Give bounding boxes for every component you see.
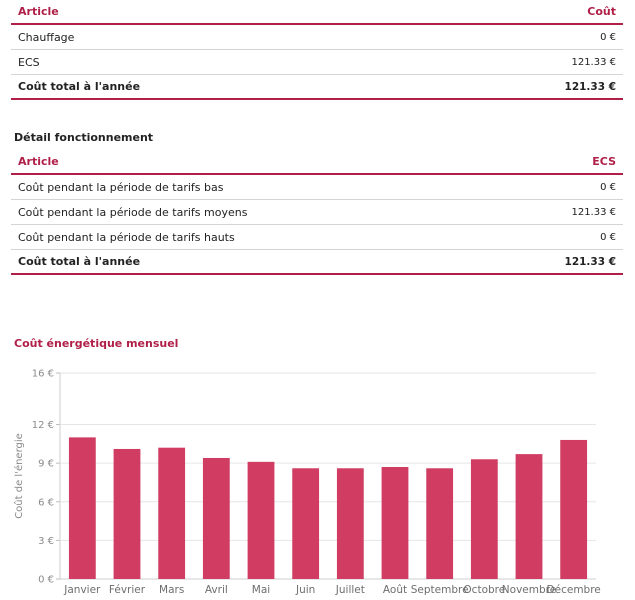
bar <box>113 448 141 579</box>
bar <box>68 437 96 579</box>
table-total-row: Coût total à l'année 121.33 € <box>11 75 623 100</box>
y-tick-label: 0 € <box>38 575 54 586</box>
x-tick-label: Février <box>109 584 146 596</box>
x-tick-label: Avril <box>205 584 228 596</box>
row-label: Coût pendant la période de tarifs bas <box>18 180 224 194</box>
y-tick-label: 16 € <box>32 369 54 380</box>
x-tick-label: Mai <box>252 584 270 596</box>
monthly-cost-chart: 0 € 3 € 6 € 9 € 12 € 16 € Coût de l'énergie Jan… <box>13 369 601 597</box>
table-total-row: Coût total à l'année 121.33 € <box>11 250 623 275</box>
bar <box>202 457 230 579</box>
row-value: 0 € <box>600 181 616 193</box>
x-tick-label: Août <box>383 584 407 596</box>
y-tick-label: 12 € <box>32 420 54 431</box>
operation-detail-table: Article ECS Coût pendant la période de t… <box>11 150 623 275</box>
table-row: ECS 121.33 € <box>11 50 623 75</box>
x-tick-label: Décembre <box>547 584 601 596</box>
table-row: Coût pendant la période de tarifs hauts … <box>11 225 623 250</box>
x-tick-label: Mars <box>159 584 184 596</box>
bar <box>292 468 320 579</box>
bar <box>158 447 186 579</box>
row-value: 121.33 € <box>571 206 616 218</box>
total-value: 121.33 € <box>564 255 616 268</box>
table-header: Article ECS <box>11 150 623 175</box>
y-axis-label: Coût de l'énergie <box>13 433 25 519</box>
y-tick-label: 6 € <box>38 497 54 508</box>
header-article: Article <box>18 5 59 18</box>
x-tick-label: Novembre <box>502 584 556 596</box>
total-value: 121.33 € <box>564 80 616 93</box>
table-header: Article Coût <box>11 0 623 25</box>
x-tick-label: Octobre <box>463 584 505 596</box>
chart-title: Coût énergétique mensuel <box>14 337 179 350</box>
x-tick-label: Juillet <box>335 584 365 596</box>
bar <box>381 466 409 579</box>
y-tick-label: 9 € <box>38 459 54 470</box>
x-tick-label: Janvier <box>63 584 101 596</box>
bar <box>336 468 364 579</box>
table-row: Coût pendant la période de tarifs bas 0 … <box>11 175 623 200</box>
row-value: 0 € <box>600 231 616 243</box>
header-ecs: ECS <box>592 155 616 168</box>
row-label: Chauffage <box>18 30 75 44</box>
bar <box>247 461 275 579</box>
row-value: 0 € <box>600 31 616 43</box>
x-tick-label: Septembre <box>411 584 469 596</box>
row-label: Coût pendant la période de tarifs hauts <box>18 230 235 244</box>
total-label: Coût total à l'année <box>18 80 141 93</box>
cost-summary-table: Article Coût Chauffage 0 € ECS 121.33 € … <box>11 0 623 100</box>
y-tick-label: 3 € <box>38 536 54 547</box>
row-value: 121.33 € <box>571 56 616 68</box>
x-tick-label: Juin <box>295 584 315 596</box>
table-row: Coût pendant la période de tarifs moyens… <box>11 200 623 225</box>
bar <box>426 468 454 579</box>
bar <box>470 459 498 579</box>
header-article: Article <box>18 155 59 168</box>
bar <box>515 454 543 579</box>
row-label: Coût pendant la période de tarifs moyens <box>18 205 248 219</box>
row-label: ECS <box>18 55 40 69</box>
header-cost: Coût <box>587 5 616 18</box>
section-title: Détail fonctionnement <box>14 131 154 144</box>
bar <box>560 439 588 579</box>
table-row: Chauffage 0 € <box>11 25 623 50</box>
total-label: Coût total à l'année <box>18 255 141 268</box>
